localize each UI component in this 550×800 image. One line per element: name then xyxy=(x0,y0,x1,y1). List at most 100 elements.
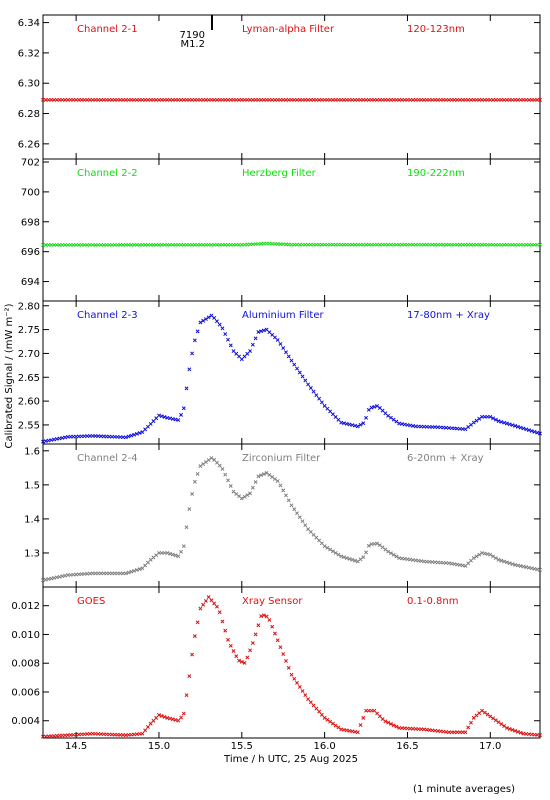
data-point xyxy=(270,624,275,629)
data-point xyxy=(41,439,45,444)
band-label: 0.1-0.8nm xyxy=(407,596,459,607)
data-point xyxy=(226,478,230,483)
data-point xyxy=(248,648,253,653)
data-point xyxy=(234,351,239,356)
data-point xyxy=(267,330,272,335)
data-point xyxy=(231,649,236,653)
y-tick-label: 0.012 xyxy=(11,601,40,612)
data-point xyxy=(496,720,501,725)
data-point xyxy=(253,632,258,637)
data-point xyxy=(521,426,526,431)
y-tick-label: 2.80 xyxy=(18,301,40,312)
data-point xyxy=(52,575,56,580)
data-point xyxy=(165,550,170,555)
data-point xyxy=(336,417,341,422)
data-point xyxy=(190,351,195,356)
data-point xyxy=(181,711,186,716)
data-point xyxy=(515,424,520,429)
data-point xyxy=(250,342,255,347)
data-point xyxy=(173,717,178,722)
data-point xyxy=(165,715,170,720)
data-point xyxy=(242,354,247,359)
channel-label: Channel 2-3 xyxy=(77,310,138,321)
data-point xyxy=(375,404,380,408)
data-point xyxy=(54,437,59,441)
data-point xyxy=(342,421,346,426)
data-point xyxy=(491,554,496,559)
data-point xyxy=(140,731,145,736)
data-point xyxy=(394,724,399,729)
data-point xyxy=(538,733,542,738)
data-point xyxy=(140,430,145,435)
data-point xyxy=(303,378,308,383)
data-point xyxy=(292,362,297,367)
data-point xyxy=(460,563,465,568)
data-point xyxy=(228,643,233,648)
data-point xyxy=(154,715,159,720)
data-point xyxy=(220,619,225,624)
data-point xyxy=(126,434,131,439)
data-point xyxy=(397,421,402,426)
data-point xyxy=(145,560,150,565)
data-point xyxy=(535,567,540,572)
data-point xyxy=(504,421,509,426)
data-point xyxy=(515,729,520,734)
data-point xyxy=(214,460,219,465)
data-point xyxy=(176,418,181,423)
data-point xyxy=(173,553,178,558)
y-tick-label: 1.5 xyxy=(24,480,40,491)
flare-number: 7190 xyxy=(180,30,205,41)
data-point xyxy=(134,568,139,572)
data-point xyxy=(325,717,330,722)
data-point xyxy=(206,458,211,463)
data-point xyxy=(482,710,487,715)
data-point xyxy=(515,563,520,568)
data-point xyxy=(203,460,208,465)
data-point xyxy=(369,405,374,410)
data-point xyxy=(328,409,333,414)
data-point xyxy=(289,358,294,363)
data-point xyxy=(297,370,302,375)
data-point xyxy=(538,431,542,436)
data-point xyxy=(179,549,184,554)
data-point xyxy=(242,494,247,499)
data-point xyxy=(173,417,178,422)
data-point xyxy=(493,417,498,422)
y-tick-label: 6.26 xyxy=(18,139,40,150)
data-point xyxy=(504,725,509,730)
data-point xyxy=(330,412,335,417)
data-point xyxy=(237,658,241,663)
data-point xyxy=(330,549,335,554)
y-tick-label: 694 xyxy=(21,277,40,288)
data-point xyxy=(380,408,385,413)
data-point xyxy=(284,658,288,663)
data-point xyxy=(538,97,542,102)
data-point xyxy=(499,419,504,424)
data-point xyxy=(201,602,206,607)
data-point xyxy=(170,416,175,421)
y-tick-label: 2.75 xyxy=(18,325,40,336)
data-point xyxy=(217,610,222,615)
data-point xyxy=(502,559,507,564)
data-point xyxy=(538,242,542,247)
data-point xyxy=(311,389,316,394)
data-point xyxy=(129,433,134,438)
data-point xyxy=(264,327,269,332)
data-point xyxy=(245,351,250,356)
data-point xyxy=(162,415,167,419)
data-point xyxy=(504,560,509,565)
data-point xyxy=(168,416,172,421)
data-point xyxy=(54,575,59,580)
data-point xyxy=(319,712,324,717)
data-point xyxy=(319,400,324,405)
data-point xyxy=(317,538,322,543)
data-point xyxy=(477,552,482,557)
data-point xyxy=(272,631,277,636)
data-point xyxy=(452,562,457,567)
band-label: 120-123nm xyxy=(407,24,465,35)
data-point xyxy=(43,439,48,444)
data-point xyxy=(375,711,380,716)
data-point xyxy=(391,723,396,728)
data-point xyxy=(49,576,54,581)
panel-frame-5 xyxy=(42,586,541,739)
